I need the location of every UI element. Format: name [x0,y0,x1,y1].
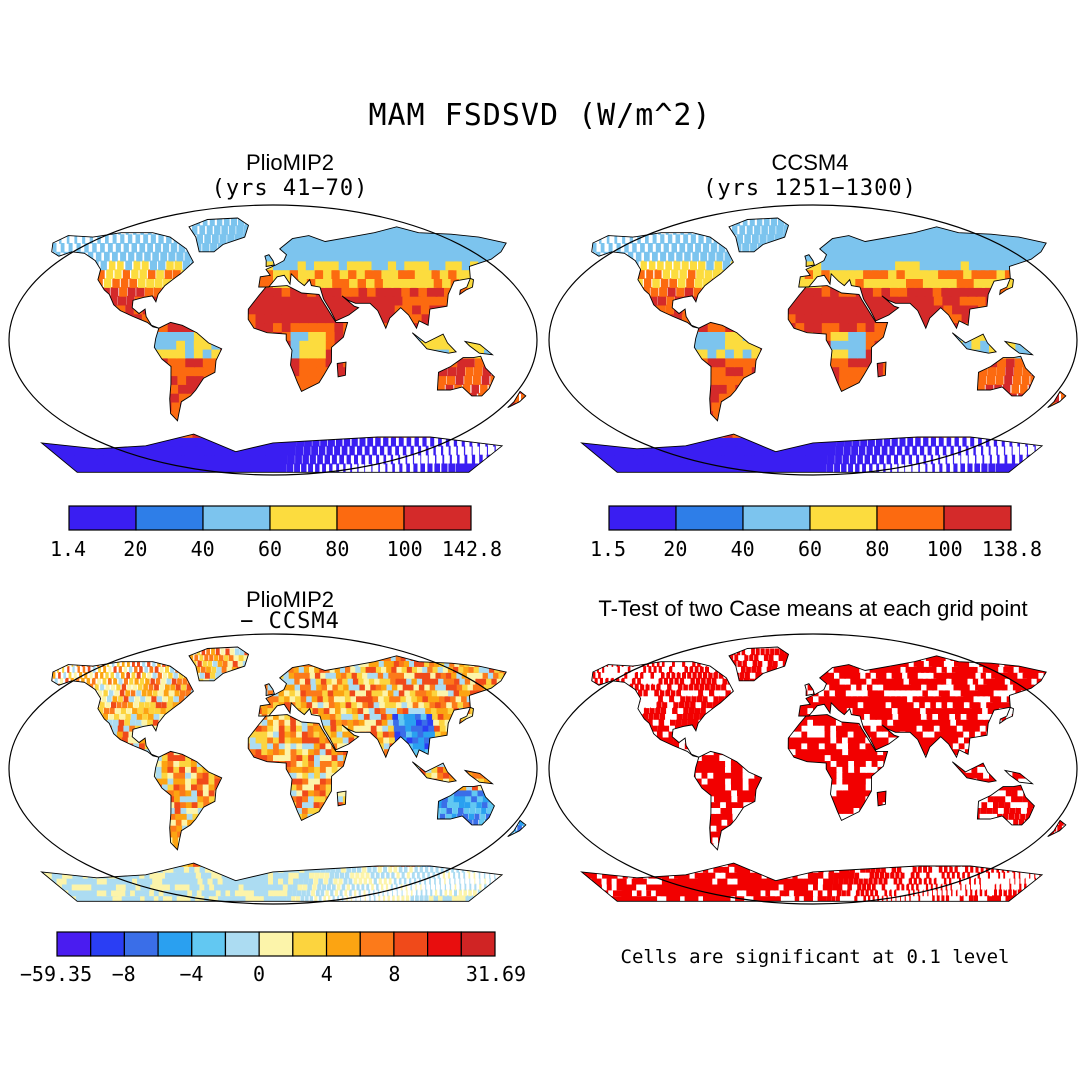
colorbar-swatch [427,931,462,957]
colorbar-tick-label: 40 [730,537,755,561]
panel-1-title: PlioMIP2 [245,150,335,175]
panel-2-map [548,204,1078,476]
panel-3-title: PlioMIP2 [245,587,335,612]
map-frame [548,204,1078,476]
colorbar-swatch [675,505,744,531]
panel-2-colorbar [608,505,1012,531]
panel-1-colorbar [68,505,472,531]
colorbar-tick-label: 60 [257,537,283,561]
significance-note: Cells are significant at 0.1 level [620,946,1010,968]
colorbar-swatch [68,505,137,531]
coastlines [40,217,527,473]
colorbar-tick-label: 60 [797,537,823,561]
colorbar-swatch [56,931,92,957]
colorbar-swatch [809,505,878,531]
panel-4-title: T-Test of two Case means at each grid po… [598,596,1028,621]
colorbar-tick-label: 1.4 [49,537,87,561]
map-frame [8,633,538,905]
colorbar-swatch [224,931,260,957]
panel-2-subtitle: (yrs 1251−1300) [703,176,917,201]
colorbar-tick-label: −8 [111,962,136,986]
colorbar-tick-label: 100 [926,537,963,561]
colorbar-tick-label: 8 [388,962,401,986]
colorbar-tick-label: 20 [663,537,688,561]
colorbar-swatch [258,931,294,957]
colorbar-tick-label: 4 [320,962,333,986]
colorbar-tick-label: −59.35 [19,962,93,986]
panel-2-title: CCSM4 [771,150,849,175]
colorbar-tick-label: 0 [253,962,266,986]
colorbar-tick-label: 80 [865,537,890,561]
panel-2-colorbar-labels: 1.5 20 40 60 80 100 138.8 [590,537,1042,561]
colorbar-swatch [403,505,472,531]
panel-1-colorbar-labels: 1.4 20 40 60 80 100 142.8 [50,537,502,561]
colorbar-swatch [135,505,204,531]
colorbar-swatch [292,931,328,957]
panel-1-map [8,204,538,476]
colorbar-swatch [157,931,193,957]
colorbar-tick-label: 142.8 [441,537,503,561]
colorbar-swatch [123,931,159,957]
map-frame [548,633,1078,905]
colorbar-swatch [269,505,338,531]
colorbar-tick-label: 80 [325,537,350,561]
map-frame [8,204,538,476]
panel-3-map [8,633,538,905]
colorbar-tick-label: 40 [190,537,215,561]
coastlines [580,217,1067,473]
panel-3-subtitle: − CCSM4 [240,609,340,634]
colorbar-tick-label: 31.69 [465,962,527,986]
colorbar-tick-label: 138.8 [981,537,1043,561]
figure-title: MAM FSDSVD (W/m^2) [368,98,712,133]
panel-1-subtitle: (yrs 41−70) [211,176,369,201]
colorbar-tick-label: 1.5 [589,537,627,561]
colorbar-swatch [460,931,496,957]
colorbar-swatch [191,931,227,957]
panel-3-colorbar-labels: −59.35 −8 −4 0 4 8 31.69 [20,962,526,986]
colorbar-swatch [742,505,811,531]
colorbar-tick-label: 20 [123,537,148,561]
panel-4-map [548,633,1078,905]
colorbar-swatch [202,505,271,531]
colorbar-tick-label: −4 [179,962,204,986]
colorbar-tick-label: 100 [386,537,423,561]
colorbar-swatch [876,505,945,531]
colorbar-swatch [325,931,361,957]
colorbar-swatch [90,931,125,957]
panel-3-colorbar [56,931,496,957]
colorbar-swatch [608,505,677,531]
colorbar-swatch [393,931,429,957]
colorbar-swatch [943,505,1012,531]
colorbar-swatch [359,931,395,957]
coastlines [580,646,1067,902]
coastlines [40,646,527,902]
colorbar-swatch [336,505,405,531]
